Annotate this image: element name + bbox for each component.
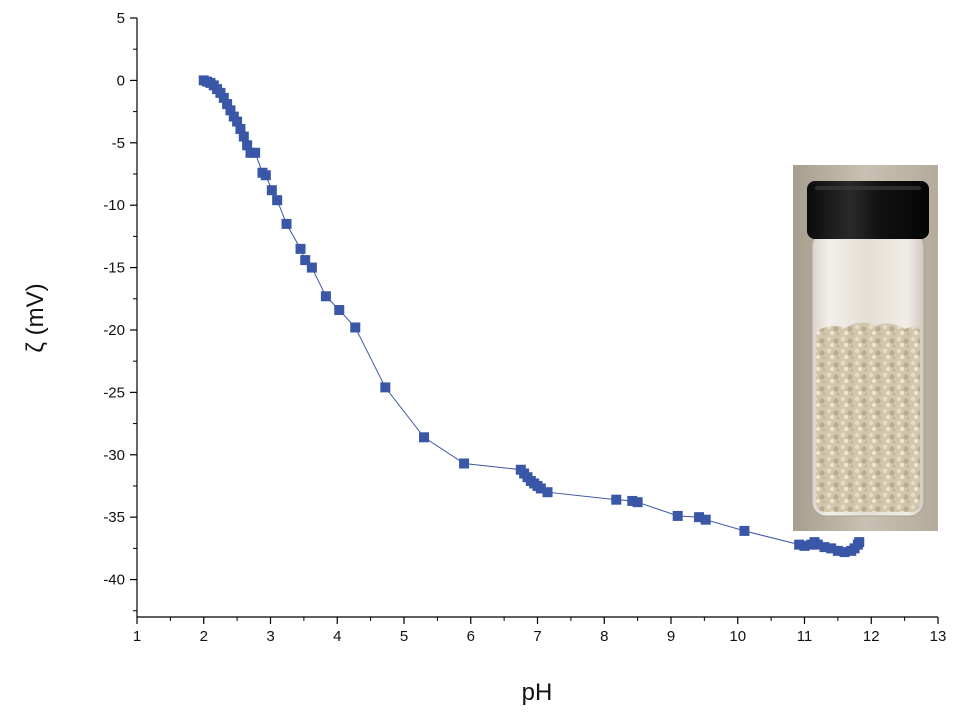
x-tick-label: 2 [200,628,208,645]
data-point [222,99,233,110]
data-point [839,547,850,558]
data-point [250,147,261,158]
data-point [812,539,823,550]
x-tick-label: 6 [467,628,475,645]
y-tick-label: -40 [103,572,125,589]
plot-area: 1 2 3 4 5 6 7 8 9 10 11 12 13 50-5-10-15-20-25-30-35… [103,10,946,645]
y-tick-label: -10 [103,197,125,214]
data-point [799,540,810,551]
data-point [542,487,553,498]
data-point [235,124,246,135]
data-point [281,218,292,229]
data-point [694,512,705,523]
x-tick-label: 12 [863,628,880,645]
x-tick-label: 13 [930,628,947,645]
x-tick-label: 11 [797,628,813,645]
data-point [266,185,277,196]
data-series [198,75,865,558]
data-point [300,255,311,266]
data-point [672,510,683,521]
data-point [826,543,837,554]
data-point [854,537,865,548]
data-point [632,497,643,508]
data-point [459,458,470,469]
y-tick-label: -35 [103,509,125,526]
data-point [611,494,622,505]
x-ticks: 1 2 3 4 5 6 7 8 9 10 11 12 13 [133,617,947,645]
x-tick-label: 5 [400,628,408,645]
data-point [238,131,249,142]
data-point [295,243,306,254]
x-tick-label: 9 [667,628,675,645]
y-tick-label: -5 [112,135,125,152]
vial-photo-inset [793,165,938,531]
x-tick-label: 8 [600,628,608,645]
x-tick-label: 3 [266,628,274,645]
data-point [819,542,830,553]
data-point [225,105,236,116]
data-point [700,514,711,525]
y-tick-label: -20 [103,322,125,339]
data-point [320,291,331,302]
x-tick-label: 1 [133,628,141,645]
y-tick-label: -15 [103,260,125,277]
data-point [334,305,345,316]
y-tick-label: -30 [103,447,125,464]
data-point [627,495,638,506]
y-axis-title: ζ (mV) [22,283,49,352]
data-point [832,545,843,556]
data-point [260,170,271,181]
y-ticks: 5 0 -5 -10 -15 -20 -25 -30 -35 -40 [103,10,137,612]
data-point [306,262,317,273]
data-point [419,432,430,443]
data-point [242,140,253,151]
data-point [232,116,243,127]
powder-fill [816,322,920,512]
x-axis-title: pH [522,679,553,706]
data-point [794,539,805,550]
data-point [535,483,546,494]
data-point [739,525,750,536]
y-tick-label: 0 [117,72,125,89]
x-tick-label: 10 [729,628,746,645]
data-point [380,382,391,393]
x-tick-label: 7 [533,628,541,645]
vial-cap [807,181,929,239]
y-tick-label: 5 [117,10,125,27]
x-tick-label: 4 [333,628,341,645]
data-point [218,92,229,103]
cap-highlight [815,186,921,190]
y-tick-label: -25 [103,384,125,401]
data-point [272,195,283,206]
data-point [350,322,361,333]
